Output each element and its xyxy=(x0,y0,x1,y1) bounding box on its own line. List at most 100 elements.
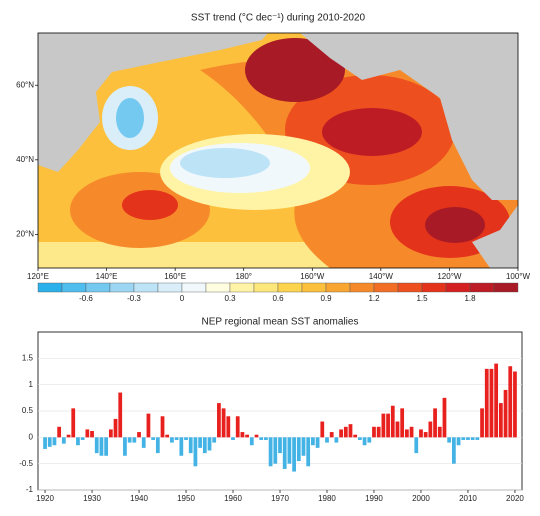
colorbar-box xyxy=(301,282,327,293)
colorbar-box xyxy=(61,282,87,293)
bar xyxy=(57,426,62,438)
colorbar-box xyxy=(469,282,495,293)
bar xyxy=(170,437,174,443)
bar xyxy=(287,437,292,464)
y-tick-label: -1 xyxy=(26,485,34,494)
bar xyxy=(217,403,221,438)
bar xyxy=(61,437,66,444)
bar xyxy=(320,421,325,438)
y-tick-label: 1 xyxy=(29,380,34,389)
y-tick-label: 1.5 xyxy=(22,353,34,362)
bar xyxy=(207,437,212,451)
chart-title: NEP regional mean SST anomalies xyxy=(202,317,359,328)
colorbar-label: 0.9 xyxy=(320,294,332,303)
bar xyxy=(123,437,127,456)
colorbar-label: 0 xyxy=(180,294,185,303)
bar xyxy=(442,397,447,438)
bar xyxy=(409,426,414,438)
bar xyxy=(358,437,362,440)
colorbar-label: 1.5 xyxy=(416,294,428,303)
x-tick-label: 160°W xyxy=(300,272,325,281)
x-tick-label: 1960 xyxy=(224,494,242,503)
bar xyxy=(94,437,99,454)
bar xyxy=(325,437,329,443)
colorbar-box xyxy=(85,282,111,293)
x-tick-label: 1940 xyxy=(130,494,148,503)
bar xyxy=(231,437,235,440)
bar xyxy=(343,426,348,438)
colorbar-label: 1.2 xyxy=(368,294,380,303)
bar xyxy=(254,434,259,438)
bar xyxy=(249,437,254,446)
bar xyxy=(498,403,503,438)
bar xyxy=(433,408,437,438)
bar xyxy=(198,437,202,448)
bar xyxy=(466,437,470,440)
bar xyxy=(165,434,170,438)
bar xyxy=(362,437,367,446)
bar xyxy=(99,437,104,456)
bar xyxy=(43,437,47,449)
land xyxy=(38,33,268,172)
bar xyxy=(489,368,494,438)
bar xyxy=(132,437,137,443)
bar xyxy=(226,416,231,438)
bar xyxy=(503,389,508,438)
bar xyxy=(437,426,442,438)
bar xyxy=(372,426,376,438)
colorbar-box xyxy=(157,282,183,293)
bar xyxy=(381,413,386,438)
bar xyxy=(461,437,466,440)
bar xyxy=(212,437,217,443)
bar xyxy=(508,366,513,438)
x-tick-label: 140°W xyxy=(369,272,394,281)
colorbar-box xyxy=(397,282,423,293)
bar xyxy=(315,437,320,448)
colorbar-label: -0.6 xyxy=(79,294,93,303)
bar xyxy=(146,413,151,438)
bar xyxy=(334,437,339,443)
x-tick-label: 1980 xyxy=(318,494,336,503)
bar xyxy=(400,408,405,438)
field-patch xyxy=(116,98,144,138)
bar xyxy=(179,437,184,456)
bar xyxy=(353,434,358,438)
x-tick-label: 2020 xyxy=(506,494,524,503)
field-patch xyxy=(425,207,485,243)
x-tick-label: 1950 xyxy=(177,494,195,503)
x-tick-label: 1970 xyxy=(271,494,289,503)
bar xyxy=(278,437,282,454)
colorbar-box xyxy=(277,282,303,293)
bar xyxy=(513,371,517,438)
sst-field xyxy=(38,33,518,268)
colorbar-label: 1.8 xyxy=(464,294,476,303)
bar xyxy=(202,437,207,454)
bar xyxy=(85,429,90,438)
colorbar-box xyxy=(421,282,447,293)
land xyxy=(300,33,518,200)
x-tick-label: 100°W xyxy=(506,272,531,281)
bar xyxy=(348,424,353,438)
colorbar-label: -0.3 xyxy=(127,294,141,303)
bar xyxy=(484,368,489,438)
chart-title: SST trend (°C dec⁻¹) during 2010-2020 xyxy=(191,13,366,24)
bar xyxy=(456,437,461,446)
bar xyxy=(494,363,499,438)
bar xyxy=(235,416,240,438)
bar xyxy=(376,426,381,438)
bar xyxy=(475,437,480,440)
bar xyxy=(292,437,296,472)
bar xyxy=(447,437,452,443)
y-tick-label: 20°N xyxy=(16,230,34,239)
bar xyxy=(240,432,245,438)
x-tick-label: 180° xyxy=(235,272,252,281)
bar xyxy=(311,437,315,446)
bar xyxy=(76,437,80,446)
bar xyxy=(113,418,118,438)
bar xyxy=(268,437,273,467)
bar xyxy=(480,408,484,438)
bar xyxy=(71,408,76,438)
field-patch xyxy=(322,108,422,156)
